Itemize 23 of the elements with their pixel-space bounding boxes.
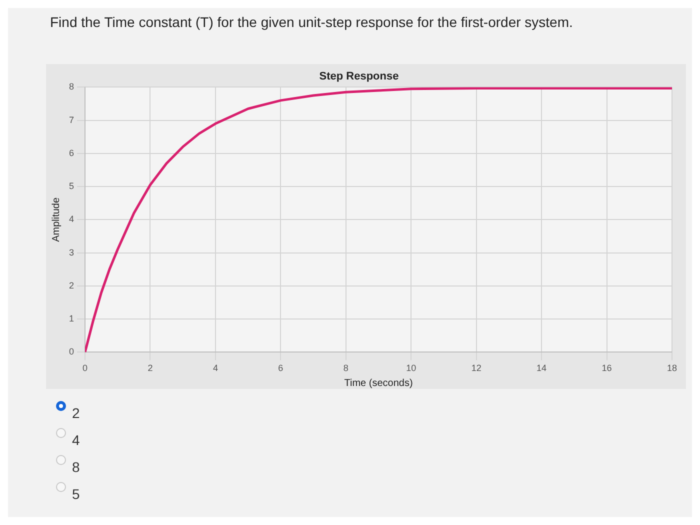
y-tick-label: 8 <box>68 82 74 92</box>
text: Find the Time constant (T) for the given unit-step response for the first-order system. <box>50 14 573 30</box>
x-tick-label: 10 <box>406 363 416 374</box>
y-tick-label: 4 <box>68 214 74 224</box>
y-axis-title: Amplitude <box>50 197 62 242</box>
x-tick-label: 18 <box>666 363 678 374</box>
x-tick-label: 2 <box>148 363 153 374</box>
x-tick-label: 4 <box>212 363 218 374</box>
x-tick-label: 6 <box>278 363 284 374</box>
x-tick-label: 14 <box>536 363 547 374</box>
x-tick-label: 8 <box>343 363 348 374</box>
y-tick-label: 3 <box>68 247 74 258</box>
y-tick-label: 2 <box>68 280 74 290</box>
y-tick-label: 5 <box>68 181 74 192</box>
y-tick-label: 0 <box>68 346 74 357</box>
x-axis-title: Time (seconds) <box>344 378 413 389</box>
x-tick-label: 0 <box>82 363 88 374</box>
y-tick-label: 1 <box>68 314 74 324</box>
x-tick-label: 12 <box>471 363 482 374</box>
y-tick-label: 7 <box>68 114 74 125</box>
y-tick-label: 6 <box>68 148 74 158</box>
chart-title: Step Response <box>319 70 399 83</box>
x-tick-label: 16 <box>602 363 612 374</box>
